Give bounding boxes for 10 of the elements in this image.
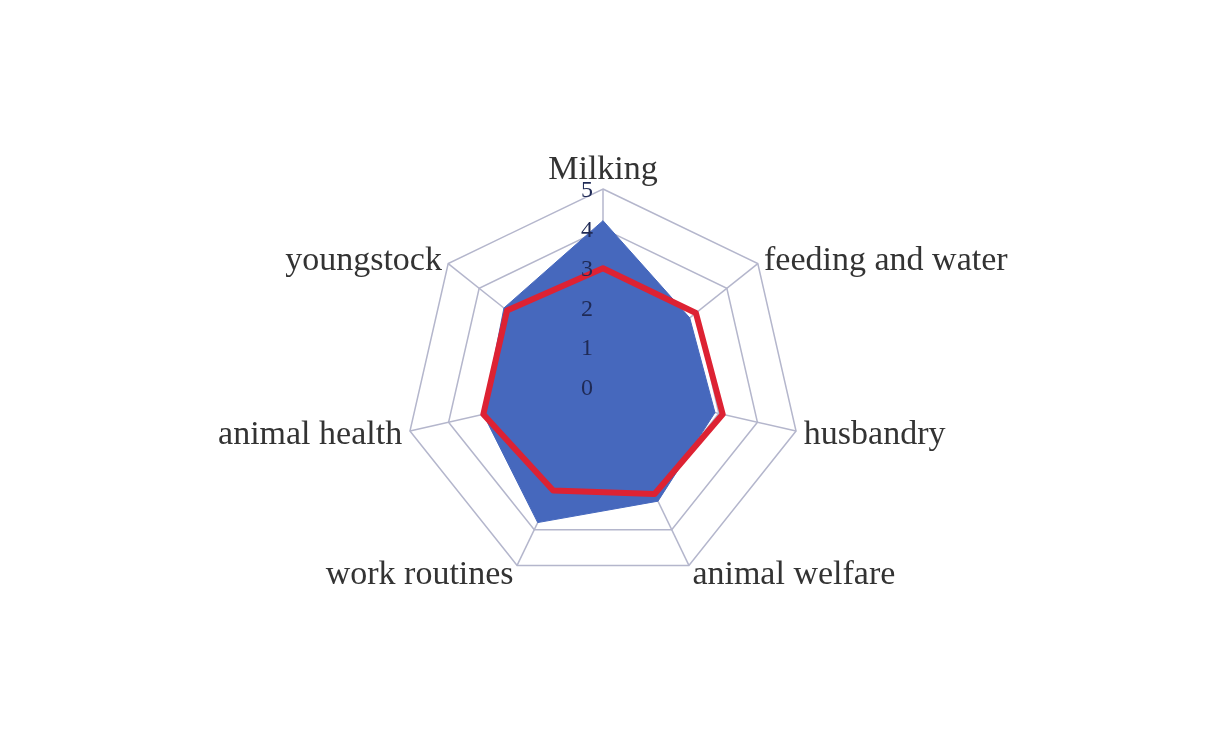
y-tick-label: 1 xyxy=(581,334,593,361)
spoke-label: husbandry xyxy=(803,414,946,452)
spoke-label: animal welfare xyxy=(692,554,896,592)
spoke-label: youngstock xyxy=(285,240,442,278)
spoke-label: work routines xyxy=(325,554,514,592)
spoke-label: animal health xyxy=(218,414,403,452)
y-tick-label: 4 xyxy=(581,215,593,242)
spoke-label: feeding and water xyxy=(764,240,1009,278)
y-tick-label: 0 xyxy=(581,374,593,400)
y-tick-label: 2 xyxy=(581,294,593,321)
